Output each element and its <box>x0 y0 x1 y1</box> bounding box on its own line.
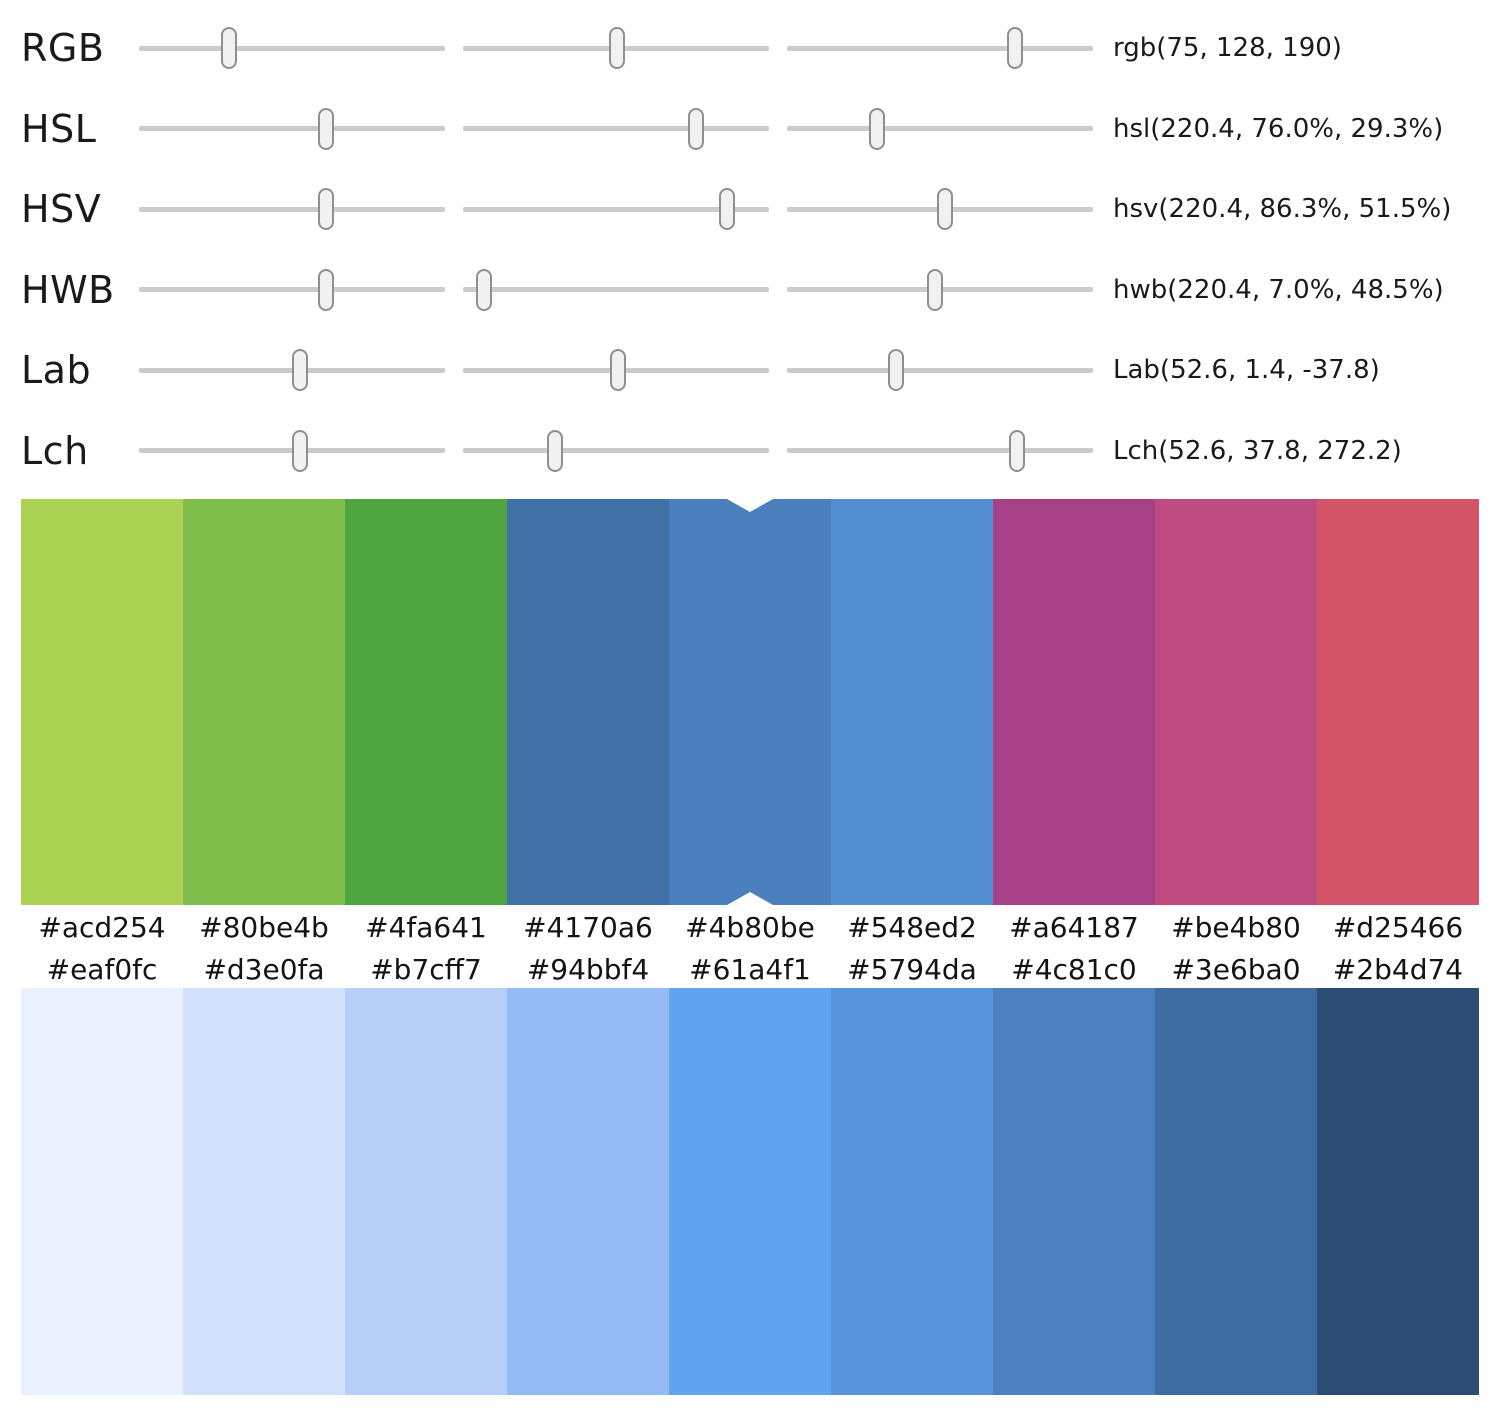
hex-code-label: #4b80be <box>685 911 815 944</box>
hex-code-label: #eaf0fc <box>46 953 158 986</box>
slider-row-lab: Lab Lab(52.6, 1.4, -37.8) <box>0 330 1501 410</box>
slider-value-readout: hwb(220.4, 7.0%, 48.5%) <box>1113 274 1444 305</box>
slider-value-readout: Lch(52.6, 37.8, 272.2) <box>1113 435 1402 466</box>
swatch[interactable] <box>1155 988 1317 1395</box>
slider-handle[interactable] <box>291 349 308 391</box>
slider-handle[interactable] <box>687 107 704 150</box>
hex-code-label: #5794da <box>847 953 977 986</box>
hex-code-label: #3e6ba0 <box>1171 953 1301 986</box>
slider-handle[interactable] <box>318 107 335 150</box>
slider-track[interactable] <box>463 429 769 472</box>
swatch[interactable] <box>669 988 831 1395</box>
hex-code-label: #d25466 <box>1332 911 1464 944</box>
slider-row-label: RGB <box>21 26 105 70</box>
hex-code-label: #4fa641 <box>365 911 487 944</box>
hex-code-label: #acd254 <box>38 911 166 944</box>
slider-track[interactable] <box>463 107 769 150</box>
swatch[interactable] <box>1317 988 1479 1395</box>
slider-track[interactable] <box>787 107 1093 150</box>
swatch[interactable] <box>345 988 507 1395</box>
slider-handle[interactable] <box>936 188 953 230</box>
slider-handle[interactable] <box>546 429 563 472</box>
hex-labels-bottom: #eaf0fc #d3e0fa #b7cff7 #94bbf4 #61a4f1 #5794… <box>21 950 1479 990</box>
hex-code-label: #b7cff7 <box>370 953 482 986</box>
swatch[interactable] <box>1317 499 1479 905</box>
slider-handle[interactable] <box>1008 429 1025 472</box>
swatch[interactable] <box>993 499 1155 905</box>
palette-top <box>21 499 1479 905</box>
slider-handle[interactable] <box>868 107 885 150</box>
swatch[interactable] <box>345 499 507 905</box>
slider-handle[interactable] <box>927 268 944 311</box>
slider-handle[interactable] <box>887 349 904 391</box>
slider-row-label: HSV <box>21 187 102 231</box>
swatch[interactable] <box>993 988 1155 1395</box>
slider-track[interactable] <box>139 268 445 311</box>
swatch[interactable] <box>507 499 669 905</box>
hex-code-label: #61a4f1 <box>689 953 811 986</box>
swatch[interactable] <box>507 988 669 1395</box>
slider-track[interactable] <box>139 107 445 150</box>
hex-code-label: #548ed2 <box>847 911 977 944</box>
slider-handle[interactable] <box>1006 27 1023 69</box>
hex-code-label: #d3e0fa <box>203 953 325 986</box>
swatch[interactable] <box>21 499 183 905</box>
hex-labels-top: #acd254 #80be4b #4fa641 #4170a6 #4b80be #548e… <box>21 906 1479 950</box>
slider-handle[interactable] <box>291 429 308 472</box>
slider-value-readout: Lab(52.6, 1.4, -37.8) <box>1113 355 1380 385</box>
slider-handle[interactable] <box>220 27 237 69</box>
slider-row-label: HWB <box>21 267 115 312</box>
swatch[interactable] <box>21 988 183 1395</box>
hex-code-label: #a64187 <box>1009 911 1139 944</box>
slider-track[interactable] <box>787 188 1093 230</box>
swatch[interactable] <box>831 988 993 1395</box>
slider-handle[interactable] <box>318 268 335 311</box>
slider-track[interactable] <box>463 349 769 391</box>
hex-code-label: #4170a6 <box>523 911 653 944</box>
slider-row-label: HSL <box>21 106 97 151</box>
slider-track[interactable] <box>139 429 445 472</box>
swatch[interactable] <box>1155 499 1317 905</box>
slider-track[interactable] <box>139 27 445 69</box>
slider-track[interactable] <box>463 268 769 311</box>
slider-row-hsl: HSL hsl(220.4, 76.0%, 29.3%) <box>0 89 1501 169</box>
slider-value-readout: hsv(220.4, 86.3%, 51.5%) <box>1113 194 1452 224</box>
slider-track[interactable] <box>787 27 1093 69</box>
slider-row-lch: Lch Lch(52.6, 37.8, 272.2) <box>0 411 1501 491</box>
slider-row-hwb: HWB hwb(220.4, 7.0%, 48.5%) <box>0 250 1501 330</box>
hex-code-label: #94bbf4 <box>526 953 650 986</box>
slider-row-label: Lch <box>21 428 89 473</box>
hex-code-label: #be4b80 <box>1171 911 1301 944</box>
slider-handle[interactable] <box>719 188 736 230</box>
slider-value-readout: hsl(220.4, 76.0%, 29.3%) <box>1113 113 1444 144</box>
slider-handle[interactable] <box>610 349 627 391</box>
slider-row-label: Lab <box>21 348 92 392</box>
slider-track[interactable] <box>463 188 769 230</box>
palette-bottom <box>21 988 1479 1395</box>
slider-track[interactable] <box>787 349 1093 391</box>
slider-track[interactable] <box>787 429 1093 472</box>
hex-code-label: #80be4b <box>199 911 329 944</box>
slider-handle[interactable] <box>476 268 493 311</box>
slider-handle[interactable] <box>608 27 625 69</box>
swatch[interactable] <box>183 988 345 1395</box>
slider-track[interactable] <box>139 188 445 230</box>
slider-handle[interactable] <box>318 188 335 230</box>
slider-track[interactable] <box>139 349 445 391</box>
slider-row-hsv: HSV hsv(220.4, 86.3%, 51.5%) <box>0 169 1501 249</box>
hex-code-label: #4c81c0 <box>1011 953 1137 986</box>
swatch-selected[interactable] <box>669 499 831 905</box>
swatch[interactable] <box>183 499 345 905</box>
slider-track[interactable] <box>787 268 1093 311</box>
swatch[interactable] <box>831 499 993 905</box>
hex-code-label: #2b4d74 <box>1332 953 1464 986</box>
slider-value-readout: rgb(75, 128, 190) <box>1113 33 1342 63</box>
slider-track[interactable] <box>463 27 769 69</box>
slider-row-rgb: RGB rgb(75, 128, 190) <box>0 8 1501 88</box>
